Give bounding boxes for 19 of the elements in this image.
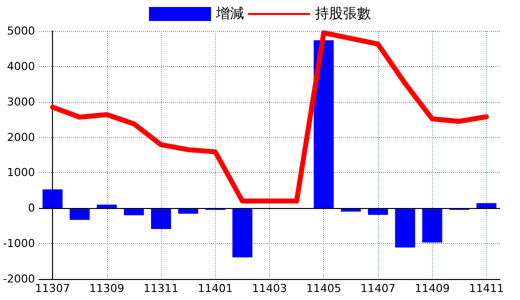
y-tick-label: -2000 — [3, 272, 35, 286]
y-tick-label: 0 — [28, 202, 35, 215]
x-tick-label: 11401 — [198, 282, 233, 295]
x-tick-label: 11409 — [414, 282, 450, 295]
x-tick-label: 11405 — [306, 282, 342, 295]
x-tick-label: 11307 — [35, 282, 70, 295]
y-tick-label: 1000 — [7, 166, 35, 180]
legend-label: 增減 — [215, 6, 244, 22]
x-tick-label: 11411 — [468, 282, 504, 295]
x-tick-label: 11311 — [144, 282, 179, 295]
y-tick-label: 3000 — [7, 95, 35, 108]
y-tick-label: 2000 — [7, 130, 35, 144]
legend-label: 持股張數 — [315, 6, 371, 22]
y-tick-label: -1000 — [3, 237, 35, 250]
y-tick-label: 5000 — [7, 24, 35, 38]
x-tick-label: 11309 — [89, 282, 124, 295]
y-tick-label: 4000 — [7, 60, 35, 73]
x-tick-label: 11403 — [252, 282, 287, 295]
x-tick-label: 11407 — [360, 282, 396, 295]
